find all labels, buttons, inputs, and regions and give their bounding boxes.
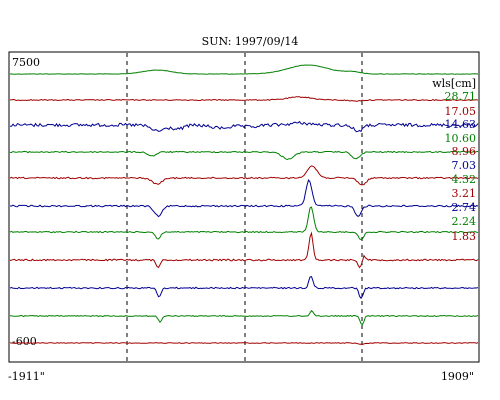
series-line-10.60: [9, 150, 479, 161]
grid-lines: [126, 53, 363, 361]
y-bottom-label: -600: [12, 335, 37, 348]
chart-title: SUN: 1997/09/14: [202, 35, 299, 48]
series-line-3.21: [9, 231, 479, 269]
traces: [9, 64, 479, 345]
legend: 28.71 17.0514.6310.608.967.034.323.212.74…: [445, 90, 477, 243]
series-line-28.71: [9, 64, 479, 75]
x-right-label: 1909": [441, 370, 474, 383]
legend-entry: 14.63: [445, 118, 477, 131]
series-line-2.74: [9, 275, 479, 300]
series-line-4.32: [9, 206, 479, 241]
series-line-17.05: [9, 96, 479, 102]
series-line-1.83: [9, 342, 479, 345]
legend-entry: 2.24: [452, 215, 477, 228]
plot-frame: [8, 51, 480, 363]
legend-entry: 17.05: [445, 105, 477, 118]
series-line-14.63: [10, 120, 479, 133]
series-line-7.03: [9, 178, 479, 218]
x-left-label: -1911": [8, 370, 45, 383]
y-top-label: 7500: [12, 56, 40, 69]
legend-entry: 8.96: [452, 145, 477, 158]
series-line-2.24: [9, 309, 479, 326]
legend-entry: 7.03: [452, 159, 477, 172]
legend-entry: 4.32: [452, 173, 477, 186]
legend-entry: 3.21: [452, 187, 477, 200]
legend-entry: 1.83: [452, 230, 477, 243]
legend-entry: 2.74: [452, 201, 477, 214]
series-line-8.96: [9, 165, 479, 186]
legend-entry: 10.60: [445, 132, 477, 145]
legend-entry: 28.71: [445, 90, 477, 103]
legend-title: wls[cm]: [432, 77, 476, 90]
